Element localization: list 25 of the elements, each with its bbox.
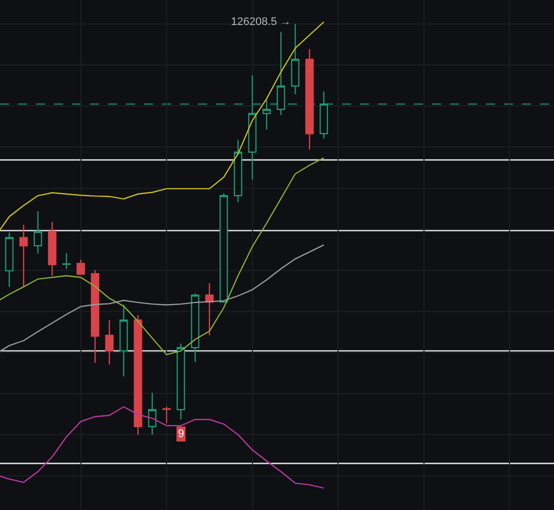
- candlestick: [62, 252, 71, 270]
- annotation: 9: [178, 428, 184, 440]
- candlestick: [176, 342, 186, 420]
- candlestick: [119, 304, 128, 377]
- candlestick: [90, 269, 100, 364]
- candlestick: [276, 32, 286, 116]
- candlestick: [305, 48, 314, 150]
- candlestick: [320, 90, 328, 140]
- candlestick: [148, 392, 156, 436]
- candlestick: [5, 232, 14, 288]
- candlestick: [190, 292, 200, 363]
- candlestick: [105, 320, 114, 366]
- candlestick: [291, 23, 300, 95]
- candlestick: [162, 406, 171, 424]
- candlestick: [220, 192, 228, 303]
- candlestick: [205, 282, 214, 336]
- candlestick: [19, 224, 28, 288]
- candlestick: [34, 210, 42, 254]
- candlestick: [248, 74, 257, 180]
- candlestick: [234, 139, 242, 203]
- annotation: 126208.5 →: [231, 16, 291, 28]
- candlestick: [48, 221, 56, 276]
- candlestick: [76, 259, 85, 275]
- candlestick: [134, 314, 142, 436]
- candlestick: [262, 98, 271, 130]
